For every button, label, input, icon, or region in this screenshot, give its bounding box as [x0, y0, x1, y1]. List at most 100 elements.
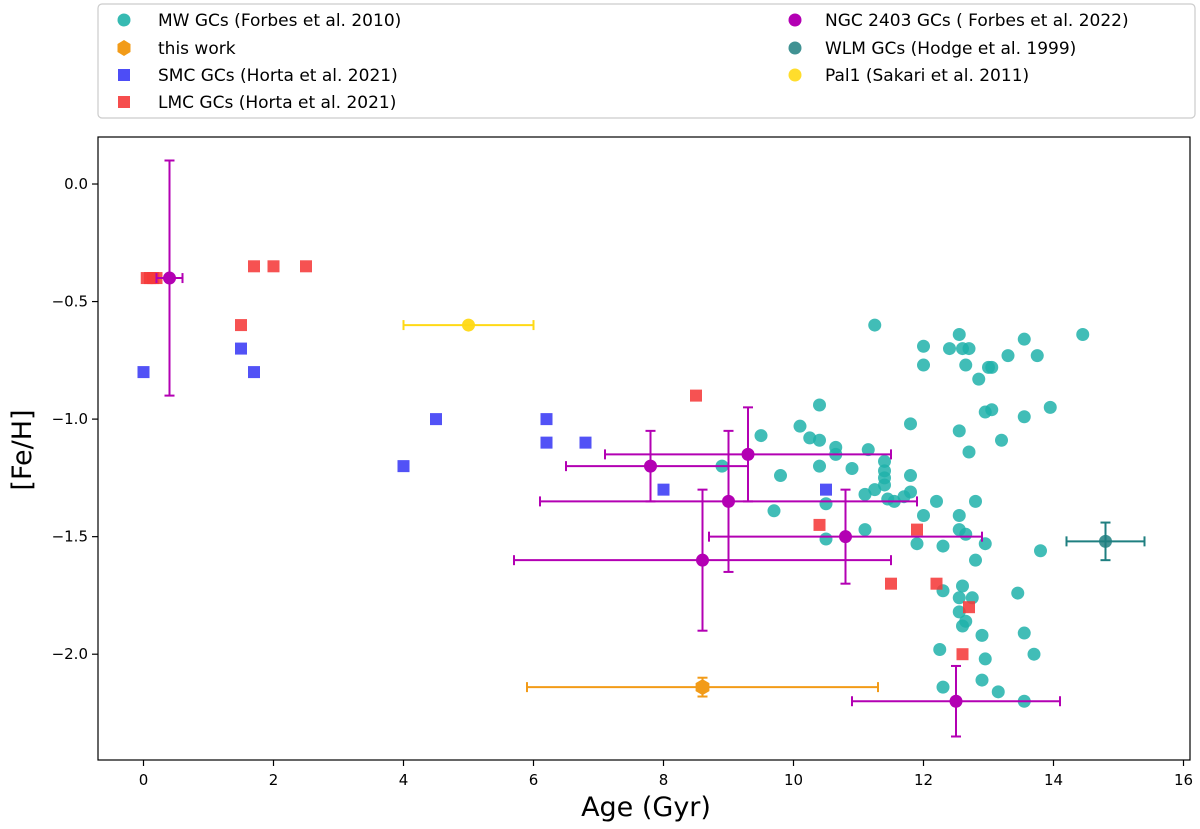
point-lmc-gc — [963, 601, 975, 614]
point-mw-gc — [959, 358, 973, 372]
point-mw-gc — [861, 443, 875, 457]
point-mw-gc — [933, 643, 947, 657]
point-mw-gc — [803, 431, 817, 445]
x-tick-label: 2 — [269, 771, 279, 789]
point-mw-gc — [910, 537, 924, 551]
point-mw-gc — [754, 429, 768, 443]
point-mw-gc — [975, 628, 989, 642]
point-mw-gc — [965, 591, 979, 605]
point-mw-gc — [858, 523, 872, 537]
point-mw-gc — [904, 485, 917, 499]
point-mw-gc — [985, 360, 999, 374]
point-mw-gc — [1076, 327, 1090, 341]
point-mw-gc — [819, 497, 833, 511]
point-lmc-gc — [911, 523, 923, 536]
point-mw-gc — [1027, 647, 1041, 661]
point-mw-gc — [868, 318, 882, 332]
legend-marker-this-work — [117, 40, 131, 56]
legend-label-ngc2403: NGC 2403 GCs ( Forbes et al. 2022) — [825, 11, 1129, 31]
point-smc-gc — [820, 483, 832, 496]
point-mw-gc — [917, 358, 930, 372]
point-ngc2403-gc — [949, 694, 963, 708]
point-mw-gc — [959, 527, 973, 541]
point-lmc-gc — [235, 319, 247, 332]
point-mw-gc — [813, 398, 826, 412]
point-mw-gc — [1011, 586, 1025, 600]
point-mw-gc — [962, 342, 976, 356]
point-mw-gc — [952, 509, 966, 523]
point-mw-gc — [819, 532, 833, 546]
point-ngc2403-gc — [741, 447, 755, 461]
legend-marker-mw — [117, 13, 131, 27]
legend-label-pal1: Pal1 (Sakari et al. 2011) — [825, 66, 1029, 86]
point-mw-gc — [1017, 410, 1031, 424]
x-axis: 0 2 4 6 8 10 12 14 16 — [139, 760, 1193, 789]
point-lmc-gc — [956, 648, 969, 661]
point-smc-gc — [248, 366, 260, 379]
point-mw-gc — [930, 494, 943, 508]
point-smc-gc — [657, 483, 670, 496]
point-mw-gc — [813, 459, 826, 473]
x-tick-label: 0 — [139, 771, 149, 789]
y-tick-label: −1.0 — [52, 410, 88, 428]
legend-marker-smc — [118, 69, 130, 81]
point-mw-gc — [952, 605, 966, 619]
point-mw-gc — [936, 680, 950, 694]
legend-label-this-work: this work — [158, 39, 236, 59]
point-mw-gc — [1034, 544, 1047, 558]
point-lmc-gc — [248, 260, 260, 273]
point-mw-gc — [858, 487, 872, 501]
point-mw-gc — [943, 342, 956, 356]
point-mw-gc — [978, 537, 992, 551]
point-mw-gc — [878, 478, 891, 492]
point-ngc2403-gc — [839, 530, 852, 544]
x-tick-label: 6 — [529, 771, 539, 789]
y-tick-label: −2.0 — [52, 645, 88, 663]
point-ngc2403-gc — [644, 459, 657, 473]
point-mw-gc — [1043, 400, 1057, 414]
point-ngc2403-gc — [163, 271, 176, 285]
point-mw-gc — [956, 579, 969, 593]
point-mw-gc — [985, 403, 999, 417]
legend-entry-pal1: Pal1 (Sakari et al. 2011) — [788, 66, 1029, 86]
point-mw-gc — [845, 461, 859, 475]
point-this-work — [695, 679, 710, 696]
point-smc-gc — [540, 436, 553, 449]
legend-frame — [97, 3, 1196, 119]
x-tick-label: 10 — [784, 771, 803, 789]
x-tick-label: 16 — [1174, 771, 1193, 789]
point-mw-gc — [1030, 349, 1044, 363]
point-mw-gc — [962, 445, 976, 459]
legend-entry-smc: SMC GCs (Horta et al. 2021) — [118, 66, 398, 86]
point-mw-gc — [956, 619, 969, 633]
point-mw-gc — [952, 424, 966, 438]
x-tick-label: 12 — [914, 771, 933, 789]
point-smc-gc — [235, 342, 247, 355]
point-smc-gc — [137, 366, 150, 379]
point-mw-gc — [969, 494, 982, 508]
point-lmc-gc — [885, 577, 897, 590]
point-mw-gc — [936, 539, 950, 553]
x-tick-label: 4 — [399, 771, 409, 789]
point-mw-gc — [904, 417, 917, 431]
point-mw-gc — [767, 504, 781, 518]
point-lmc-gc — [813, 518, 826, 531]
point-smc-gc — [397, 460, 410, 473]
point-mw-gc — [917, 509, 930, 523]
legend-entry-this-work: this work — [117, 39, 236, 59]
legend-label-mw: MW GCs (Forbes et al. 2010) — [158, 11, 401, 31]
point-mw-gc — [793, 419, 807, 433]
data-marks — [137, 159, 1146, 738]
legend-marker-ngc2403 — [788, 13, 802, 27]
legend-label-lmc: LMC GCs (Horta et al. 2021) — [158, 93, 396, 113]
point-mw-gc — [904, 469, 917, 483]
legend-label-wlm: WLM GCs (Hodge et al. 1999) — [825, 39, 1076, 59]
point-mw-gc — [991, 685, 1005, 699]
point-mw-gc — [978, 652, 992, 666]
y-tick-label: 0.0 — [64, 175, 88, 193]
y-tick-label: −1.5 — [52, 528, 88, 546]
x-tick-label: 8 — [659, 771, 669, 789]
point-smc-gc — [540, 413, 553, 426]
legend-entry-wlm: WLM GCs (Hodge et al. 1999) — [788, 39, 1076, 59]
point-lmc-gc — [267, 260, 280, 273]
